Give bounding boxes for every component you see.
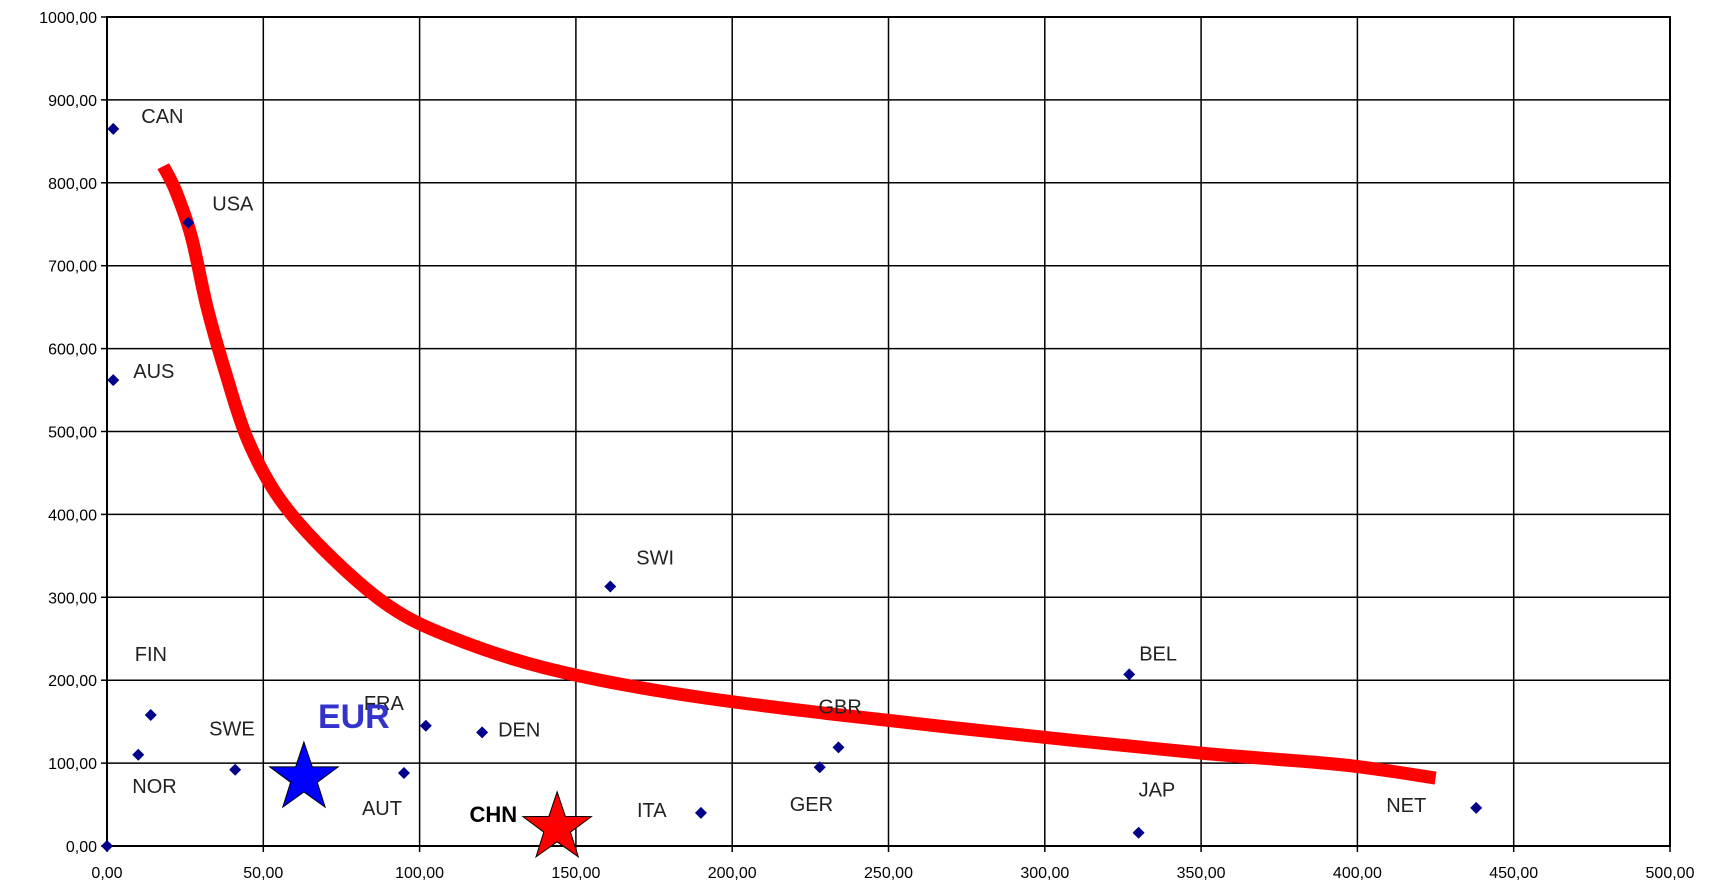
y-tick-labels: 0,00 100,00 200,00 300,00 400,00 500,00 600,00… <box>39 10 107 856</box>
x-tick-label: 500,00 <box>1646 865 1695 882</box>
y-tick-label: 900,00 <box>48 93 97 110</box>
data-point-den <box>476 726 489 739</box>
x-tick-label: 0,00 <box>91 865 122 882</box>
data-point-gbr <box>832 741 845 754</box>
y-tick-label: 700,00 <box>48 259 97 276</box>
x-tick-label: 50,00 <box>243 865 283 882</box>
y-tick-label: 300,00 <box>48 590 97 607</box>
data-point-ita <box>694 806 707 819</box>
point-label-ita: ITA <box>637 800 667 822</box>
point-label-gbr: GBR <box>818 696 861 718</box>
data-point-aut <box>397 767 410 780</box>
data-point-fin <box>144 709 157 722</box>
point-label-swi: SWI <box>636 548 674 570</box>
y-tick-label: 400,00 <box>48 507 97 524</box>
y-tick-label: 200,00 <box>48 673 97 690</box>
point-label-ger: GER <box>790 794 833 816</box>
data-point-fra <box>419 719 432 732</box>
x-tick-label: 300,00 <box>1020 865 1069 882</box>
data-point-ger <box>813 761 826 774</box>
x-tick-label: 350,00 <box>1177 865 1226 882</box>
point-label-net: NET <box>1386 795 1426 817</box>
data-point-nor <box>132 748 145 761</box>
plot-border <box>106 16 1671 847</box>
point-label-fra: FRA <box>364 693 405 715</box>
x-tick-label: 250,00 <box>864 865 913 882</box>
data-points <box>101 122 1483 852</box>
data-point-jap <box>1132 826 1145 839</box>
point-label-fin: FIN <box>135 644 167 666</box>
data-point <box>101 840 113 852</box>
y-tick-label: 100,00 <box>48 756 97 773</box>
x-tick-labels: 0,00 50,00 100,00 150,00 200,00 250,00 300,00 3… <box>91 846 1695 882</box>
data-point-can <box>107 122 120 135</box>
star-eur <box>268 740 340 809</box>
data-point-swi <box>604 580 617 593</box>
highlight-label-chn: CHN <box>469 802 517 827</box>
y-tick-label: 0,00 <box>66 839 97 856</box>
point-label-den: DEN <box>498 719 540 741</box>
point-label-usa: USA <box>212 194 254 216</box>
y-tick-label: 800,00 <box>48 176 97 193</box>
data-point-aus <box>107 374 120 387</box>
x-tick-label: 200,00 <box>708 865 757 882</box>
grid-lines <box>107 17 1670 846</box>
star-chn <box>521 790 593 859</box>
x-tick-label: 150,00 <box>551 865 600 882</box>
x-tick-label: 450,00 <box>1489 865 1538 882</box>
trend-curve <box>157 163 1437 785</box>
point-label-bel: BEL <box>1139 643 1177 665</box>
highlight-label-eur: EUR <box>318 698 390 736</box>
point-label-aut: AUT <box>362 798 402 820</box>
highlight-markers: EUR CHN <box>268 698 593 859</box>
data-point-bel <box>1123 668 1136 681</box>
x-tick-label: 400,00 <box>1333 865 1382 882</box>
y-tick-label: 600,00 <box>48 342 97 359</box>
data-point-net <box>1470 801 1483 814</box>
point-labels: CAN USA AUS FIN NOR SWE FRA AUT DEN SWI ITA GBR GER B… <box>132 106 1426 822</box>
y-tick-label: 1000,00 <box>39 10 97 27</box>
point-label-aus: AUS <box>133 361 174 383</box>
y-tick-label: 500,00 <box>48 425 97 442</box>
data-point-usa <box>182 216 195 229</box>
point-label-swe: SWE <box>209 719 255 741</box>
x-tick-label: 100,00 <box>395 865 444 882</box>
point-label-nor: NOR <box>132 776 176 798</box>
data-point-swe <box>229 763 242 776</box>
point-label-jap: JAP <box>1139 780 1176 802</box>
point-label-can: CAN <box>141 106 183 128</box>
